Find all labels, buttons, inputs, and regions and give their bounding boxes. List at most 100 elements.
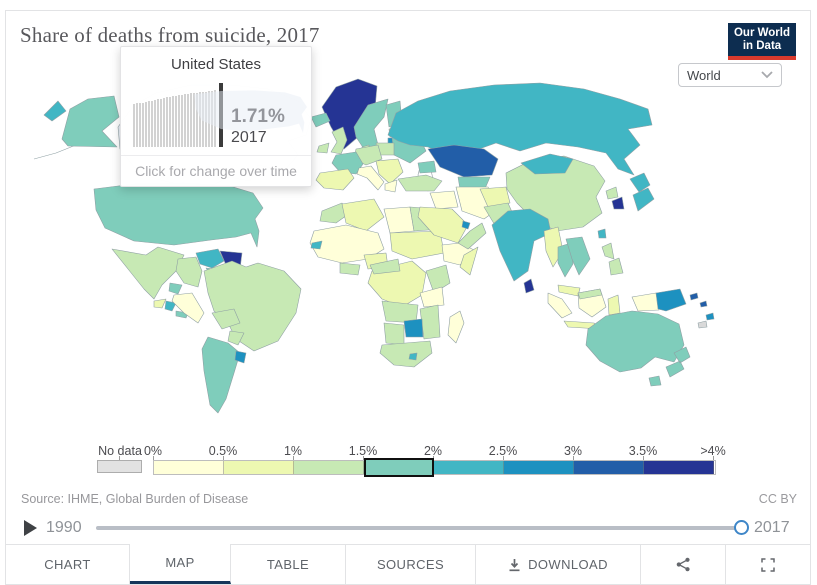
country-somalia[interactable]	[459, 246, 479, 276]
country-lesotho[interactable]	[408, 352, 418, 361]
country-caucasus[interactable]	[417, 160, 437, 174]
country-angola-zambia[interactable]	[381, 300, 419, 324]
legend-bin-6[interactable]	[574, 461, 644, 474]
country-colombia[interactable]	[175, 256, 203, 288]
owid-logo[interactable]: Our World in Data	[728, 23, 796, 60]
country-iceland[interactable]	[310, 112, 331, 128]
country-italy[interactable]	[356, 165, 385, 191]
tab-download[interactable]: DOWNLOAD	[476, 544, 641, 584]
country-ireland[interactable]	[316, 142, 330, 154]
country-senegal[interactable]	[310, 240, 323, 250]
country-new-zealand[interactable]	[665, 346, 691, 378]
country-kazakhstan[interactable]	[427, 144, 499, 178]
country-france[interactable]	[331, 151, 364, 175]
country-turkey[interactable]	[397, 174, 443, 192]
country-kenya[interactable]	[425, 264, 451, 294]
country-west-papua[interactable]	[631, 292, 660, 312]
country-zimbabwe[interactable]	[403, 318, 424, 338]
entity-dropdown-value: World	[687, 67, 721, 83]
legend-bin-7[interactable]	[644, 461, 714, 474]
country-guatemala[interactable]	[153, 298, 167, 309]
country-greece[interactable]	[384, 179, 398, 193]
share-button[interactable]	[641, 544, 726, 584]
legend-bin-1[interactable]	[224, 461, 294, 474]
country-tasmania[interactable]	[648, 375, 662, 387]
country-algeria[interactable]	[341, 198, 385, 232]
legend-bins	[153, 458, 716, 477]
country-malaysia[interactable]	[557, 284, 581, 297]
legend-bin-3[interactable]	[364, 458, 434, 477]
country-vanuatu-fiji[interactable]	[705, 312, 715, 321]
legend-bin-4[interactable]	[434, 461, 504, 474]
entity-dropdown[interactable]: World	[678, 63, 782, 87]
country-chukotka-russia[interactable]	[43, 100, 67, 122]
country-india[interactable]	[491, 208, 552, 282]
license-text[interactable]: CC BY	[758, 492, 797, 506]
country-cameroon-car[interactable]	[369, 258, 401, 275]
country-syria-iraq[interactable]	[429, 190, 459, 210]
tab-chart[interactable]: CHART	[6, 544, 130, 584]
country-qatar[interactable]	[461, 220, 471, 230]
play-button[interactable]	[24, 520, 37, 536]
country-libya[interactable]	[383, 206, 415, 234]
legend-no-data-swatch[interactable]	[97, 460, 142, 473]
country-argentina-chile[interactable]	[201, 336, 241, 414]
fullscreen-button[interactable]	[726, 544, 810, 584]
country-sri-lanka[interactable]	[523, 278, 535, 294]
legend-bin-5[interactable]	[504, 461, 574, 474]
legend-bin-0[interactable]	[154, 461, 224, 474]
country-ecuador[interactable]	[168, 282, 183, 295]
country-alaska[interactable]	[61, 95, 120, 148]
country-yemen-oman[interactable]	[457, 222, 487, 250]
fullscreen-icon	[761, 557, 775, 572]
source-text[interactable]: Source: IHME, Global Burden of Disease	[21, 492, 249, 506]
legend-label-0: 0%	[143, 444, 163, 458]
country-australia[interactable]	[585, 310, 685, 373]
country-malaysia-borneo[interactable]	[577, 288, 603, 300]
country-morocco[interactable]	[319, 202, 351, 224]
country-north-korea[interactable]	[605, 186, 619, 200]
country-south-africa[interactable]	[379, 340, 433, 368]
legend-label-1: 0.5%	[208, 444, 238, 458]
country-paraguay[interactable]	[227, 330, 245, 346]
country-russia[interactable]	[387, 82, 653, 176]
tab-map[interactable]: MAP	[130, 544, 231, 584]
country-new-caledonia[interactable]	[697, 320, 708, 329]
country-japan[interactable]	[629, 172, 655, 212]
country-nicaragua[interactable]	[164, 300, 177, 312]
legend-bin-2[interactable]	[294, 461, 364, 474]
country-afghanistan[interactable]	[479, 186, 511, 208]
country-norway-sweden[interactable]	[353, 98, 389, 150]
country-sulawesi[interactable]	[607, 294, 621, 316]
country-mongolia[interactable]	[520, 153, 574, 175]
country-south-korea[interactable]	[611, 196, 625, 210]
country-brazil[interactable]	[203, 260, 302, 352]
country-ghana-ivory-coast[interactable]	[339, 262, 361, 276]
legend-label-6: 3%	[563, 444, 583, 458]
tab-table[interactable]: TABLE	[231, 544, 346, 584]
country-taiwan[interactable]	[597, 228, 607, 239]
country-tanzania[interactable]	[419, 286, 445, 308]
country-mexico[interactable]	[111, 246, 185, 300]
country-sumatra[interactable]	[547, 292, 573, 319]
country-solomon-islands[interactable]	[689, 292, 708, 308]
country-usa[interactable]	[93, 182, 264, 248]
timeline-track[interactable]	[96, 520, 749, 535]
country-madagascar[interactable]	[447, 310, 465, 344]
legend-label-8: >4%	[700, 444, 726, 458]
country-philippines[interactable]	[601, 242, 624, 276]
country-papua-new-guinea[interactable]	[655, 288, 687, 312]
chevron-down-icon	[761, 71, 773, 79]
country-iberia[interactable]	[315, 168, 355, 191]
country-venezuela[interactable]	[195, 248, 225, 269]
country-bolivia[interactable]	[211, 308, 241, 330]
share-icon	[676, 557, 690, 572]
country-vietnam-laos[interactable]	[565, 236, 591, 276]
tab-sources[interactable]: SOURCES	[346, 544, 476, 584]
country-namibia-botswana[interactable]	[383, 322, 405, 346]
world-map[interactable]	[6, 61, 813, 441]
country-uruguay[interactable]	[234, 350, 247, 364]
timeline-handle[interactable]	[734, 520, 749, 535]
country-peru[interactable]	[171, 292, 205, 324]
country-balkans[interactable]	[375, 158, 404, 185]
